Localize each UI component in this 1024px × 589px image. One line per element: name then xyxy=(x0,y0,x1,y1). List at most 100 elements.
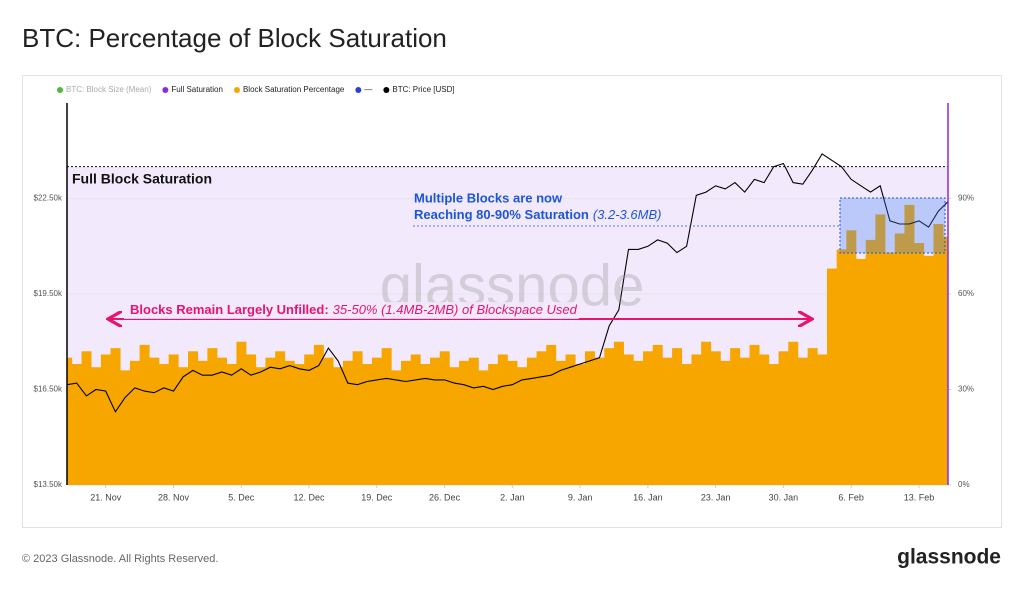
saturation-bar xyxy=(652,344,663,485)
saturation-bar xyxy=(313,344,324,485)
saturation-bar xyxy=(284,360,295,485)
y2-tick-label: 30% xyxy=(958,385,974,394)
saturation-bar xyxy=(662,357,673,485)
saturation-bar xyxy=(91,367,102,485)
saturation-bar xyxy=(526,357,537,485)
saturation-bar xyxy=(352,351,363,485)
saturation-bar xyxy=(459,360,470,485)
annotation-text-bold: Reaching 80-90% Saturation xyxy=(414,207,589,222)
saturation-bar xyxy=(739,357,750,485)
saturation-bar xyxy=(633,360,644,485)
saturation-bar xyxy=(807,348,818,485)
x-tick-label: 2. Jan xyxy=(500,492,525,502)
saturation-bar xyxy=(236,341,247,485)
saturation-bar xyxy=(197,360,208,485)
saturation-bar xyxy=(846,230,857,485)
saturation-bar xyxy=(720,360,731,485)
saturation-bar xyxy=(672,348,683,485)
saturation-bar xyxy=(575,364,586,485)
saturation-bar xyxy=(430,357,441,485)
saturation-bar xyxy=(885,252,896,485)
saturation-bar xyxy=(856,258,867,485)
saturation-bar xyxy=(584,351,595,485)
saturation-bar xyxy=(381,348,392,485)
saturation-bar xyxy=(275,351,286,485)
y-tick-label: $13.50k xyxy=(34,480,63,489)
saturation-bar xyxy=(207,348,218,485)
saturation-bar xyxy=(797,357,808,485)
saturation-bar xyxy=(536,351,547,485)
x-tick-label: 23. Jan xyxy=(701,492,731,502)
saturation-bar xyxy=(391,370,402,485)
annotation-text: Reaching 80-90% Saturation (3.2-3.6MB) xyxy=(414,207,661,222)
annotation-text-bold: Blocks Remain Largely Unfilled: xyxy=(130,302,329,317)
annotation-note: 35-50% (1.4MB-2MB) of Blockspace Used xyxy=(333,302,578,317)
x-tick-label: 12. Dec xyxy=(294,492,326,502)
saturation-bar xyxy=(565,354,576,485)
saturation-bar xyxy=(623,354,634,485)
legend-label: BTC: Price [USD] xyxy=(392,85,454,94)
saturation-bar xyxy=(604,348,615,485)
y2-tick-label: 60% xyxy=(958,289,974,298)
saturation-bar xyxy=(468,357,479,485)
x-tick-label: 5. Dec xyxy=(228,492,255,502)
saturation-bar xyxy=(81,351,92,485)
legend-label: Full Saturation xyxy=(171,85,223,94)
saturation-bar xyxy=(643,351,654,485)
saturation-bar xyxy=(478,370,489,485)
saturation-bar xyxy=(217,357,228,485)
page-title: BTC: Percentage of Block Saturation xyxy=(22,23,447,53)
saturation-bar xyxy=(168,354,179,485)
saturation-bar xyxy=(226,364,237,485)
saturation-bar xyxy=(517,367,528,485)
legend-marker xyxy=(355,87,362,93)
saturation-bar xyxy=(836,249,847,485)
saturation-bar xyxy=(865,239,876,485)
saturation-bar xyxy=(401,360,411,485)
legend-marker xyxy=(383,87,390,93)
saturation-bar xyxy=(594,357,605,485)
full-saturation-label: Full Block Saturation xyxy=(72,171,212,187)
legend-marker xyxy=(57,87,63,93)
saturation-bar xyxy=(100,354,111,485)
annotation-text: Multiple Blocks are now xyxy=(414,190,563,205)
saturation-bar xyxy=(129,360,140,485)
legend-marker xyxy=(233,87,240,93)
annotation-bg xyxy=(124,302,579,319)
price-line xyxy=(67,153,948,413)
saturation-bar xyxy=(826,268,837,485)
saturation-bar xyxy=(371,357,382,485)
plot-area: $13.50k $16.50k $19.50k $22.50k 0% 30% 60% 90% 2… xyxy=(34,85,974,502)
saturation-bar xyxy=(323,357,334,485)
x-tick-label: 21. Nov xyxy=(90,492,122,502)
saturation-bar xyxy=(71,364,82,485)
saturation-bar xyxy=(875,214,886,485)
x-tick-label: 19. Dec xyxy=(361,492,393,502)
saturation-bar xyxy=(304,354,315,485)
saturation-bar xyxy=(333,367,344,485)
saturation-bar xyxy=(488,364,499,485)
saturation-bar xyxy=(730,348,741,485)
highlight-box xyxy=(839,197,946,254)
saturation-bar xyxy=(933,223,944,485)
saturation-bar xyxy=(362,364,373,485)
saturation-bar xyxy=(546,344,557,485)
logo: glassnode xyxy=(897,546,1001,569)
saturation-bar xyxy=(943,236,948,485)
y-tick-label: $22.50k xyxy=(34,194,63,203)
saturation-bar xyxy=(788,341,799,485)
legend-marker xyxy=(162,87,169,93)
saturation-bar xyxy=(759,354,770,485)
y-tick-label: $19.50k xyxy=(34,289,63,298)
annotation-text: Blocks Remain Largely Unfilled: 35-50% (1… xyxy=(130,302,578,317)
saturation-bar xyxy=(120,370,131,485)
y2-tick-label: 0% xyxy=(958,480,970,489)
saturation-bar xyxy=(255,367,266,485)
saturation-bar xyxy=(817,354,828,485)
saturation-bar xyxy=(265,357,276,485)
x-tick-label: 6. Feb xyxy=(838,492,864,502)
saturation-bar xyxy=(613,341,624,485)
saturation-bars xyxy=(67,204,948,485)
x-tick-label: 26. Dec xyxy=(429,492,461,502)
saturation-bar xyxy=(294,364,305,485)
